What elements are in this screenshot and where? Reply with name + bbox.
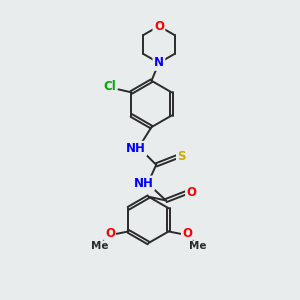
Text: Me: Me [189, 241, 206, 251]
Text: NH: NH [126, 142, 146, 155]
Text: N: N [154, 56, 164, 69]
Text: O: O [182, 227, 192, 240]
Text: Me: Me [91, 241, 108, 251]
Text: O: O [105, 227, 115, 240]
Text: O: O [154, 20, 164, 33]
Text: O: O [186, 186, 196, 199]
Text: Cl: Cl [103, 80, 116, 94]
Text: NH: NH [134, 177, 154, 190]
Text: S: S [177, 150, 185, 163]
